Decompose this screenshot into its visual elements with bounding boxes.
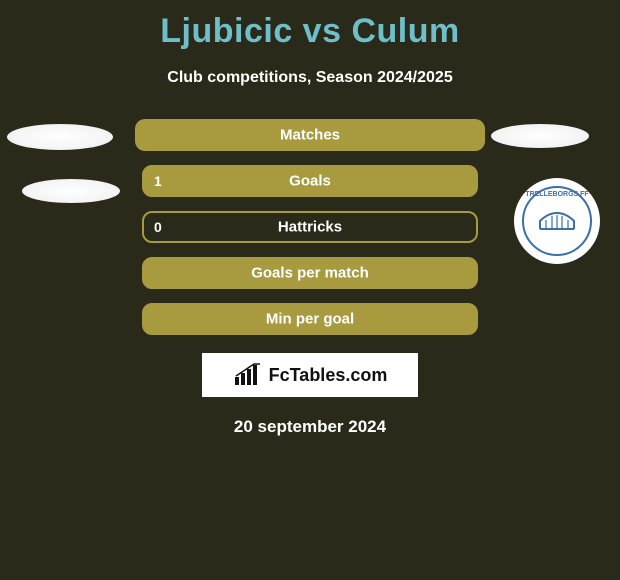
stat-bar: Min per goal bbox=[142, 303, 478, 335]
stat-bar-row: Matches bbox=[0, 119, 620, 151]
brand-text: FcTables.com bbox=[269, 365, 388, 386]
stat-bar-row: Goals 1 bbox=[0, 165, 620, 197]
stat-bar-left-value: 0 bbox=[154, 219, 162, 235]
stat-bar-row: Min per goal bbox=[0, 303, 620, 335]
stat-bar-row: Goals per match bbox=[0, 257, 620, 289]
page-title: Ljubicic vs Culum bbox=[0, 0, 620, 51]
stat-bar: Matches bbox=[135, 119, 485, 151]
stat-bar-label: Goals bbox=[289, 173, 331, 190]
subtitle: Club competitions, Season 2024/2025 bbox=[0, 69, 620, 87]
stat-bar-label: Min per goal bbox=[266, 311, 354, 328]
stat-bar-label: Hattricks bbox=[278, 219, 342, 236]
stat-bars: Matches Goals 1 Hattricks 0 Goals per match Mi… bbox=[0, 119, 620, 335]
stat-bar-row: Hattricks 0 bbox=[0, 211, 620, 243]
stat-bar-left-value: 1 bbox=[154, 173, 162, 189]
stat-bar: Goals per match bbox=[142, 257, 478, 289]
date-text: 20 september 2024 bbox=[0, 417, 620, 437]
bar-chart-icon bbox=[233, 363, 263, 387]
stat-bar-label: Goals per match bbox=[251, 265, 369, 282]
stat-bar: Goals 1 bbox=[142, 165, 478, 197]
stat-bar: Hattricks 0 bbox=[142, 211, 478, 243]
stat-bar-label: Matches bbox=[280, 127, 340, 144]
stats-card: Ljubicic vs Culum Club competitions, Sea… bbox=[0, 0, 620, 437]
brand-watermark: FcTables.com bbox=[202, 353, 418, 397]
